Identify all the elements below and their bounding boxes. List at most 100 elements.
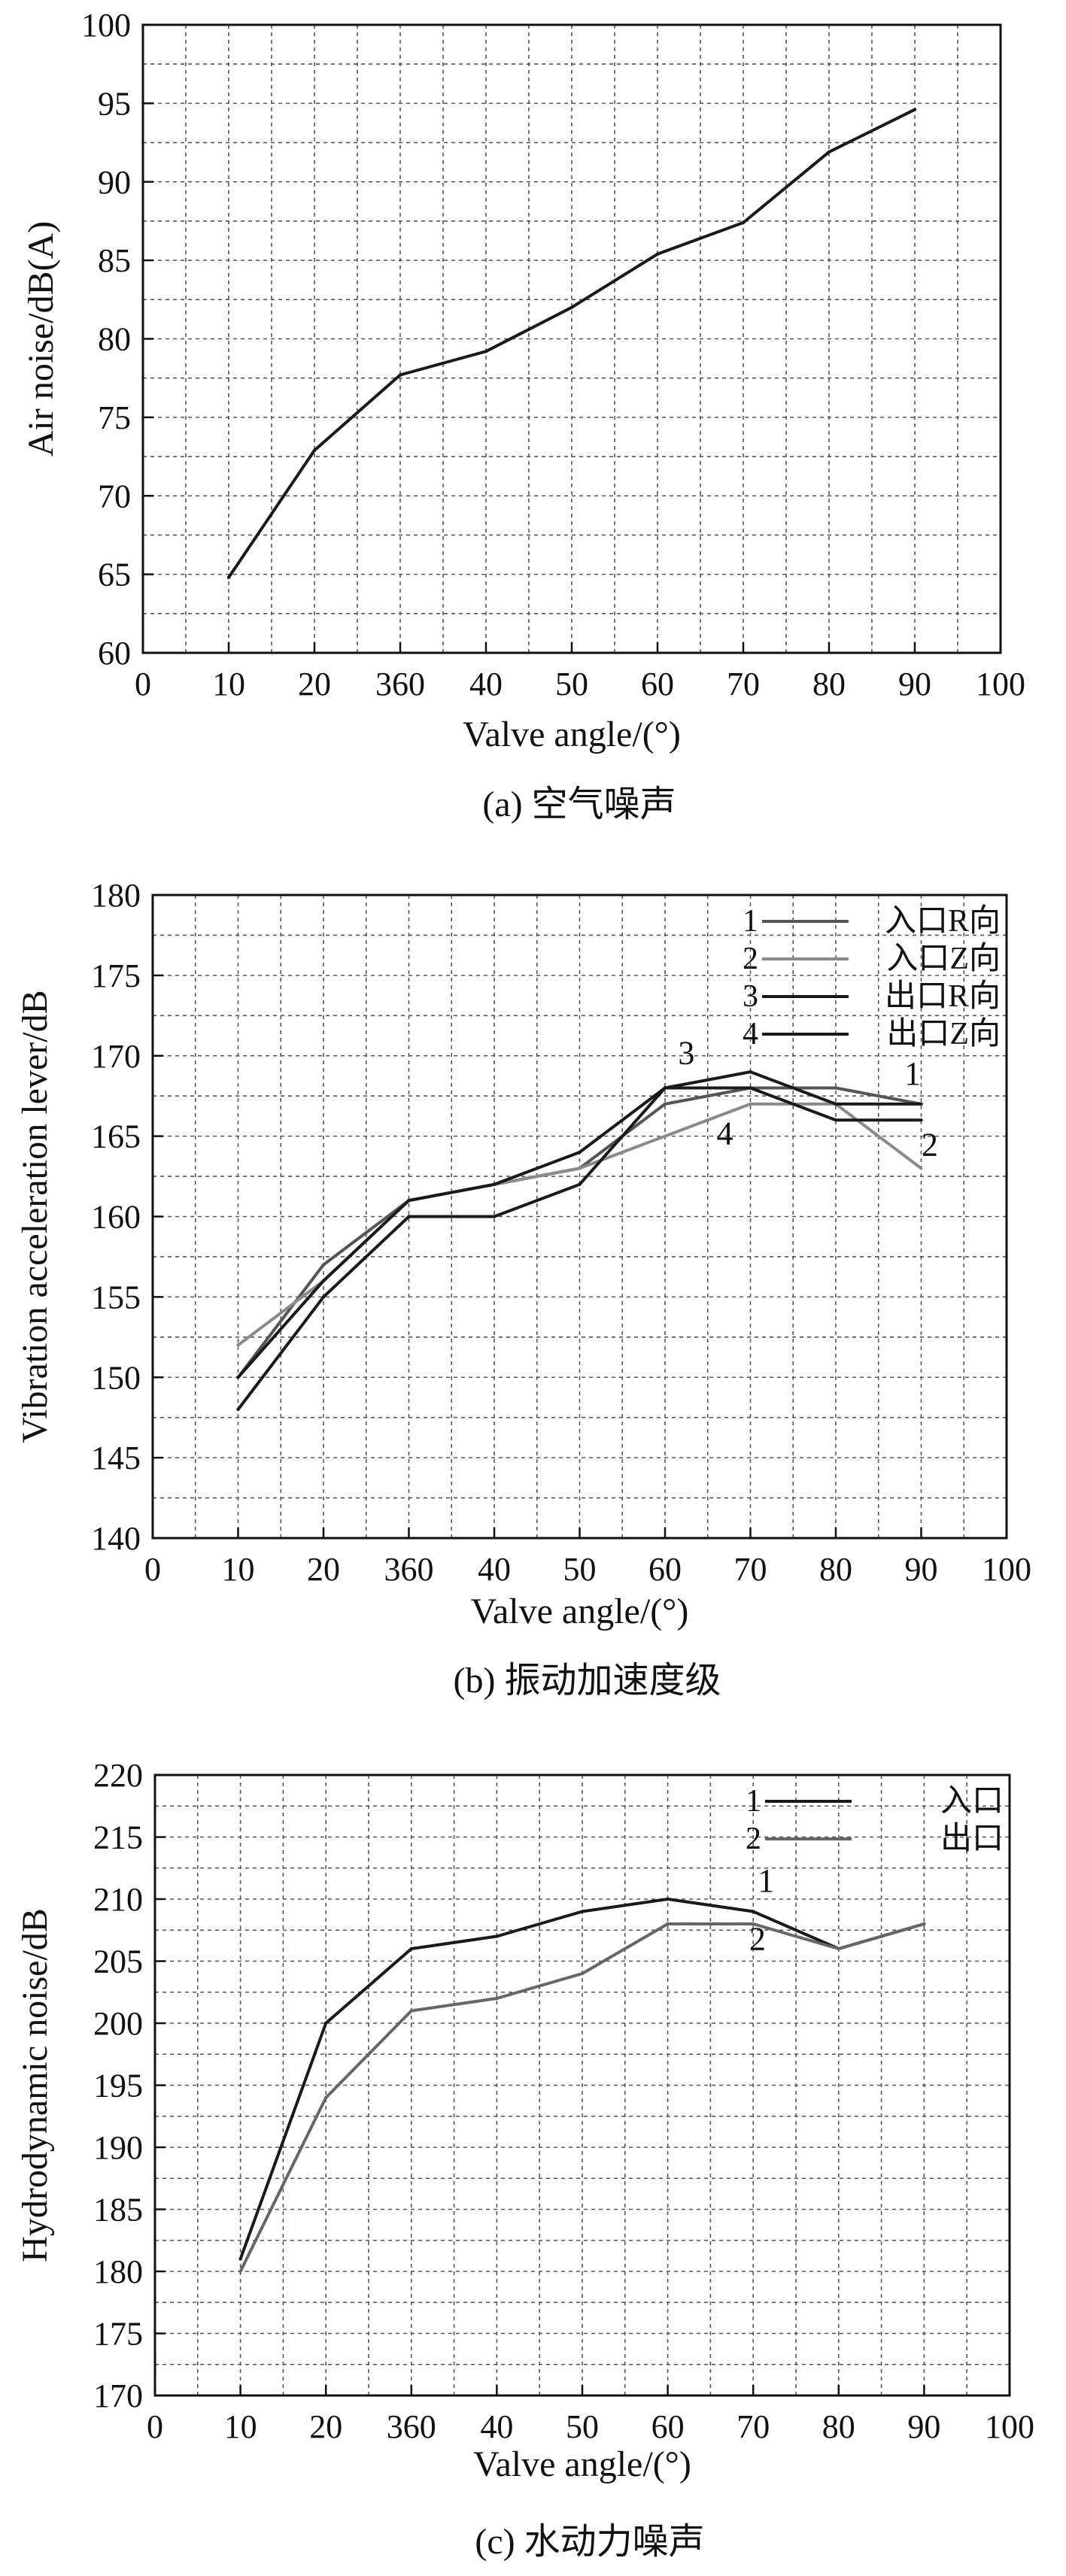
data-point (321, 1279, 326, 1283)
data-point (321, 1263, 326, 1267)
x-tick-label: 80 (812, 666, 846, 702)
data-point (834, 1118, 838, 1122)
data-point (495, 1934, 499, 1938)
x-tick-label: 20 (298, 666, 331, 702)
y-tick-label: 170 (93, 2377, 143, 2414)
data-point (236, 1343, 240, 1347)
x-tick-label: 10 (222, 1551, 255, 1588)
data-point (827, 150, 831, 154)
y-axis-label: Air noise/dB(A) (21, 221, 61, 457)
legend-item: 1 入口 (746, 1784, 1004, 1819)
data-point (236, 1376, 240, 1379)
legend-item: 2 入口Z向 (743, 942, 1001, 976)
x-tick-label: 10 (212, 666, 245, 702)
legend-item: 1 入口R向 (743, 904, 1001, 939)
data-point (578, 1167, 582, 1170)
x-tick-label: 20 (309, 2408, 342, 2445)
x-tick-label: 50 (563, 1551, 597, 1588)
y-tick-label: 100 (81, 7, 131, 44)
chart-2: 0 10 20 360 40 50 60 70 80 90 100 140 145 150 155 160 16… (15, 877, 1031, 1701)
data-point (919, 1102, 923, 1106)
data-point (569, 305, 574, 309)
x-tick-label: 10 (224, 2408, 257, 2445)
y-axis-label: Vibration acceleration lever/dB (15, 990, 55, 1443)
data-point (324, 2095, 328, 2100)
x-tick-label: 60 (648, 1551, 682, 1588)
x-tick-label: 0 (135, 666, 151, 702)
data-point (922, 1922, 926, 1926)
y-tick-label: 185 (93, 2192, 143, 2229)
x-tick-label: 60 (651, 2408, 685, 2445)
legend-label: 入口Z向 (886, 942, 1001, 976)
legend-label: 入口R向 (885, 904, 1001, 939)
data-point (492, 1182, 497, 1186)
data-point (919, 1167, 923, 1170)
data-point (324, 2021, 328, 2025)
data-point (919, 1118, 923, 1122)
legend-number: 2 (746, 1822, 761, 1856)
x-tick-label: 70 (734, 1551, 767, 1588)
data-point (749, 1086, 752, 1090)
curve-number-label: 2 (749, 1921, 766, 1958)
y-tick-label: 175 (93, 2316, 143, 2353)
y-tick-label: 165 (91, 1118, 141, 1155)
y-tick-label: 205 (93, 1943, 143, 1980)
data-point (238, 2269, 242, 2274)
x-tick-label: 100 (985, 2408, 1034, 2445)
data-point (752, 1922, 755, 1926)
data-point (492, 1215, 497, 1218)
data-point (409, 2009, 413, 2013)
x-axis-label: Valve angle/(°) (463, 715, 681, 754)
x-tick-label: 100 (982, 1551, 1031, 1588)
data-point (312, 448, 317, 452)
data-point (398, 373, 402, 377)
data-point (663, 1134, 667, 1138)
y-tick-label: 140 (91, 1520, 141, 1557)
x-tick-label: 50 (555, 666, 588, 702)
data-point (238, 2257, 242, 2261)
y-tick-label: 95 (98, 85, 131, 122)
x-axis-label: Valve angle/(°) (473, 2444, 691, 2484)
x-tick-label: 0 (147, 2408, 163, 2445)
x-tick-label: 360 (387, 2408, 436, 2445)
y-tick-label: 160 (91, 1199, 141, 1236)
data-point (741, 220, 746, 225)
y-tick-label: 180 (93, 2253, 143, 2290)
x-tick-label: 20 (307, 1551, 340, 1588)
figure-caption: (a) 空气噪声 (482, 784, 676, 824)
data-point (409, 1946, 413, 1951)
y-tick-label: 215 (93, 1819, 143, 1856)
y-tick-label: 60 (98, 635, 131, 672)
chart-1: 0 10 20 360 40 50 60 70 80 90 100 60 65 70 75 80 85 90 95 1… (21, 7, 1025, 824)
x-tick-label: 40 (478, 1551, 511, 1588)
x-tick-label: 360 (384, 1551, 434, 1588)
legend-label: 入口 (940, 1784, 1004, 1819)
y-tick-label: 155 (91, 1279, 141, 1315)
data-point (663, 1086, 667, 1090)
x-tick-label: 70 (727, 666, 760, 702)
chart-3: 0 10 20 360 40 50 60 70 80 90 100 170 175 180 185 190 19… (15, 1757, 1034, 2562)
legend-number: 1 (743, 904, 758, 939)
y-tick-label: 150 (91, 1359, 141, 1396)
y-axis-label: Hydrodynamic noise/dB (15, 1908, 55, 2262)
x-tick-label: 90 (905, 1551, 938, 1588)
y-tick-label: 200 (93, 2005, 143, 2042)
curve-number-label: 4 (716, 1115, 733, 1151)
data-point (236, 1407, 240, 1412)
data-point (407, 1198, 411, 1203)
data-point (749, 1102, 752, 1106)
legend-item: 3 出口R向 (743, 979, 1001, 1014)
data-point (578, 1182, 582, 1186)
data-point (834, 1086, 838, 1090)
data-point (666, 1922, 670, 1926)
curve-number-label: 2 (922, 1126, 938, 1163)
y-tick-label: 145 (91, 1440, 141, 1476)
y-tick-label: 195 (93, 2068, 143, 2104)
data-point (321, 1295, 326, 1299)
data-point (749, 1070, 752, 1074)
legend-label: 出口Z向 (886, 1017, 1001, 1051)
data-point (666, 1897, 670, 1901)
figure-caption: (c) 水动力噪声 (475, 2522, 704, 2562)
x-tick-label: 80 (822, 2408, 855, 2445)
